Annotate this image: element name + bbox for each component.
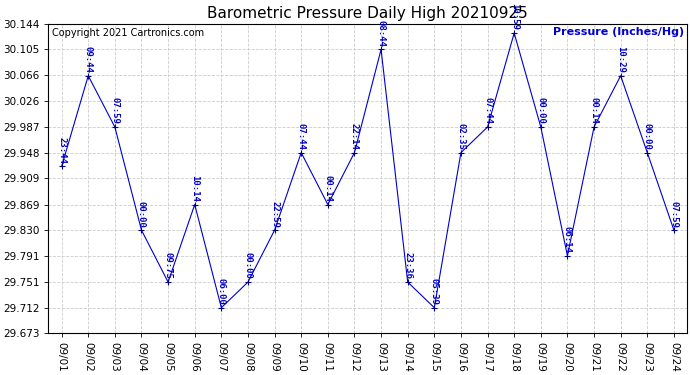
Text: 05:39: 05:39 (430, 278, 439, 305)
Text: 09:44: 09:44 (83, 46, 92, 73)
Text: 08:44: 08:44 (377, 20, 386, 47)
Text: 00:00: 00:00 (643, 123, 652, 150)
Text: 07:59: 07:59 (669, 201, 678, 227)
Text: 10:59: 10:59 (510, 3, 519, 30)
Text: 22:59: 22:59 (270, 201, 279, 227)
Text: 10:29: 10:29 (616, 46, 625, 73)
Text: 23:44: 23:44 (57, 137, 66, 164)
Text: 07:59: 07:59 (110, 98, 119, 124)
Title: Barometric Pressure Daily High 20210925: Barometric Pressure Daily High 20210925 (208, 6, 528, 21)
Text: Copyright 2021 Cartronics.com: Copyright 2021 Cartronics.com (52, 28, 204, 39)
Text: 09:75: 09:75 (164, 252, 172, 279)
Text: 00:14: 00:14 (324, 175, 333, 202)
Text: 22:14: 22:14 (350, 123, 359, 150)
Text: 06:00: 06:00 (217, 278, 226, 305)
Text: 06:14: 06:14 (563, 226, 572, 253)
Text: 23:36: 23:36 (403, 252, 412, 279)
Text: 00:00: 00:00 (137, 201, 146, 227)
Text: 00:14: 00:14 (589, 98, 598, 124)
Text: Pressure (Inches/Hg): Pressure (Inches/Hg) (553, 27, 684, 37)
Text: 02:35: 02:35 (457, 123, 466, 150)
Text: 10:14: 10:14 (190, 175, 199, 202)
Text: 00:00: 00:00 (536, 98, 545, 124)
Text: 07:44: 07:44 (297, 123, 306, 150)
Text: 00:00: 00:00 (244, 252, 253, 279)
Text: 07:44: 07:44 (483, 98, 492, 124)
